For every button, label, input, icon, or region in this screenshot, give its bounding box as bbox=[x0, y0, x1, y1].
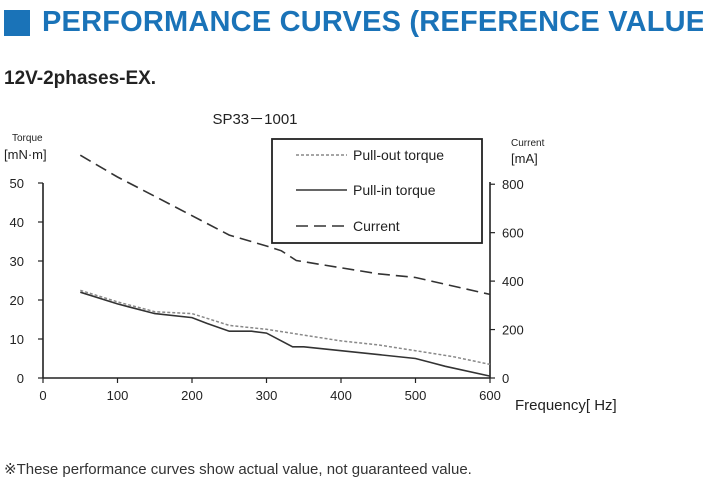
y-left-tick-label: 40 bbox=[10, 215, 24, 230]
y-right-tick-label: 400 bbox=[502, 274, 524, 289]
chart-title: SP33－1001 bbox=[212, 111, 297, 128]
plot-series bbox=[79, 154, 491, 377]
y-left-axis-name: Torque bbox=[12, 133, 43, 144]
y-right-axis-name: Current bbox=[511, 138, 545, 149]
plot-axes: 0 100 200 300 400 500 600010203040500200400600… bbox=[10, 176, 524, 403]
page-header: PERFORMANCE CURVES (REFERENCE VALUE) bbox=[4, 6, 703, 39]
legend-box bbox=[271, 138, 483, 244]
y-left-tick-label: 20 bbox=[10, 293, 24, 308]
x-tick-label: 100 bbox=[107, 388, 129, 403]
legend-pullout-label: Pull-out torque bbox=[353, 147, 444, 163]
y-left-tick-label: 50 bbox=[10, 176, 24, 191]
chart-legend: Pull-out torque Pull-in torque Current bbox=[271, 138, 483, 244]
y-left-tick-label: 0 bbox=[17, 371, 24, 386]
y-left-tick-label: 30 bbox=[10, 254, 24, 269]
y-left-axis-unit: [mN·m] bbox=[4, 147, 47, 162]
y-right-tick-label: 600 bbox=[502, 226, 524, 241]
y-right-axis-unit: [mA] bbox=[511, 151, 538, 166]
y-right-tick-label: 0 bbox=[502, 371, 509, 386]
x-tick-label: 300 bbox=[256, 388, 278, 403]
x-tick-label: 600 bbox=[479, 388, 501, 403]
legend-current-label: Current bbox=[353, 218, 400, 234]
model-subtitle: 12V-2phases-EX. bbox=[4, 68, 157, 89]
y-right-tick-label: 200 bbox=[502, 323, 524, 338]
y-right-tick-label: 800 bbox=[502, 177, 524, 192]
footnote: ※These performance curves show actual va… bbox=[4, 461, 472, 478]
header-square-icon bbox=[4, 9, 30, 36]
series-line-current bbox=[79, 154, 491, 296]
page-title: PERFORMANCE CURVES (REFERENCE VALUE) bbox=[42, 6, 703, 38]
x-axis-label: Frequency[ Hz] bbox=[515, 397, 617, 414]
series-line-pull-in-torque bbox=[80, 291, 491, 377]
x-tick-label: 400 bbox=[330, 388, 352, 403]
x-tick-label: 500 bbox=[405, 388, 427, 403]
legend-pullin-label: Pull-in torque bbox=[353, 182, 436, 198]
x-tick-label: 200 bbox=[181, 388, 203, 403]
x-tick-label: 0 bbox=[39, 388, 46, 403]
y-left-tick-label: 10 bbox=[10, 332, 24, 347]
series-line-pull-out-torque bbox=[80, 289, 491, 366]
